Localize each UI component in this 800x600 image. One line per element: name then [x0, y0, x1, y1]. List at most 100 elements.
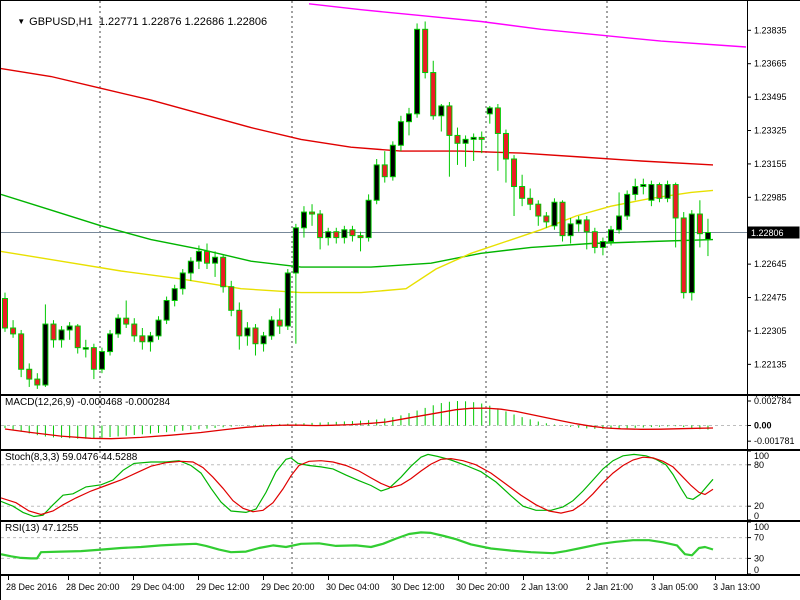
- pane-border: [1, 394, 800, 396]
- candle-body: [486, 107, 493, 115]
- candle-body: [349, 229, 356, 237]
- candle-body: [599, 241, 606, 248]
- symbol-period-label: GBPUSD,H1: [29, 16, 93, 28]
- indicator-axis-label: 20: [754, 501, 764, 511]
- price-axis-separator: [747, 1, 748, 576]
- candle-body: [50, 323, 57, 341]
- candle-body: [325, 231, 332, 239]
- candle-body: [236, 309, 243, 337]
- candle-body: [414, 28, 421, 115]
- time-tick: [328, 576, 329, 580]
- time-tick: [588, 576, 589, 580]
- time-tick-label: 30 Dec 20:00: [456, 582, 510, 592]
- indicator-axis-label: 80: [754, 460, 764, 470]
- time-tick-label: 29 Dec 04:00: [131, 582, 185, 592]
- candle-body: [131, 323, 138, 337]
- time-tick: [653, 576, 654, 580]
- price-tick-label: 1.23665: [754, 59, 787, 69]
- current-price-label: 1.22806: [751, 228, 784, 238]
- candle-body: [107, 333, 114, 353]
- ma-line-magenta: [308, 3, 747, 48]
- candle-body: [624, 193, 631, 217]
- main-price-pane[interactable]: 1.23835 1.23665 1.23495 1.23325 1.23155 1.229…: [1, 1, 800, 397]
- candle-body: [696, 213, 703, 235]
- candle-body: [204, 250, 210, 264]
- candle-body: [422, 28, 429, 74]
- candle-body: [494, 107, 501, 134]
- candle-body: [90, 347, 97, 370]
- candle-body: [502, 132, 509, 160]
- time-tick-label: 30 Dec 04:00: [326, 582, 380, 592]
- time-tick-label: 29 Dec 20:00: [261, 582, 315, 592]
- candle-body: [616, 215, 623, 231]
- symbol-dropdown-icon[interactable]: ▼: [17, 17, 26, 26]
- candle-body: [389, 144, 396, 178]
- candle-body: [543, 215, 550, 223]
- candle-body: [519, 186, 526, 199]
- candle-body: [470, 136, 477, 140]
- stoch-k-line: [1, 453, 714, 518]
- macd-pane[interactable]: 0.002784 0.00 -0.001781: [1, 396, 800, 449]
- candle-body: [478, 136, 485, 140]
- pane-border: [1, 520, 800, 522]
- time-tick-label: 2 Jan 13:00: [521, 582, 569, 592]
- indicator-axis-label: 0: [754, 511, 759, 520]
- candle-body: [704, 231, 711, 240]
- price-tick-label: 1.23495: [754, 92, 787, 102]
- candle-body: [381, 164, 388, 178]
- candle-body: [228, 286, 235, 311]
- candle-body: [656, 184, 663, 199]
- time-tick: [393, 576, 394, 580]
- candle-body: [300, 211, 307, 229]
- candle-body: [672, 184, 679, 219]
- candle-body: [446, 105, 453, 136]
- candle-body: [632, 186, 639, 195]
- candle-body: [284, 272, 291, 327]
- candle-body: [462, 138, 469, 144]
- time-tick: [68, 576, 69, 580]
- candle-body: [511, 158, 518, 188]
- candle-body: [171, 288, 178, 301]
- time-tick: [458, 576, 459, 580]
- time-tick-label: 30 Dec 12:00: [391, 582, 445, 592]
- candle-body: [341, 229, 348, 239]
- candle-body: [559, 201, 566, 237]
- candle-body: [430, 72, 437, 117]
- pane-border: [1, 574, 800, 576]
- time-tick-label: 29 Dec 12:00: [196, 582, 250, 592]
- candle-body: [309, 211, 316, 215]
- candle-body: [397, 121, 404, 146]
- candle-body: [583, 219, 590, 233]
- time-tick: [523, 576, 524, 580]
- ohlc-readout: 1.22771 1.22876 1.22686 1.22806: [98, 16, 268, 28]
- candle-body: [575, 219, 582, 225]
- candle-body: [664, 184, 671, 199]
- candle-body: [688, 213, 695, 294]
- candle-body: [98, 351, 105, 370]
- time-tick-label: 3 Jan 13:00: [713, 582, 761, 592]
- candle-body: [147, 335, 154, 343]
- ma-line-green: [1, 193, 714, 268]
- indicator-axis-label: 70: [754, 533, 764, 543]
- candle-body: [357, 235, 364, 239]
- time-tick: [133, 576, 134, 580]
- price-tick-label: 1.22135: [754, 359, 787, 369]
- candle-body: [66, 325, 73, 331]
- candle-body: [527, 197, 534, 205]
- candle-body: [115, 317, 122, 335]
- ma-line-red: [1, 67, 714, 166]
- time-tick-label: 2 Jan 21:00: [586, 582, 634, 592]
- indicator-axis-label: 0: [754, 565, 759, 574]
- candle-body: [608, 229, 614, 243]
- time-tick-label: 28 Dec 2016: [6, 582, 58, 592]
- candle-body: [82, 347, 89, 350]
- time-axis[interactable]: 28 Dec 2016 28 Dec 20:00 29 Dec 04:00 29 De…: [1, 576, 800, 596]
- indicator-axis-label: 100: [754, 451, 769, 461]
- candle-body: [26, 368, 33, 380]
- macd-signal-line: [4, 407, 714, 440]
- price-tick-label: 1.23835: [754, 25, 787, 35]
- candle-body: [58, 329, 65, 341]
- candle-body: [551, 201, 558, 227]
